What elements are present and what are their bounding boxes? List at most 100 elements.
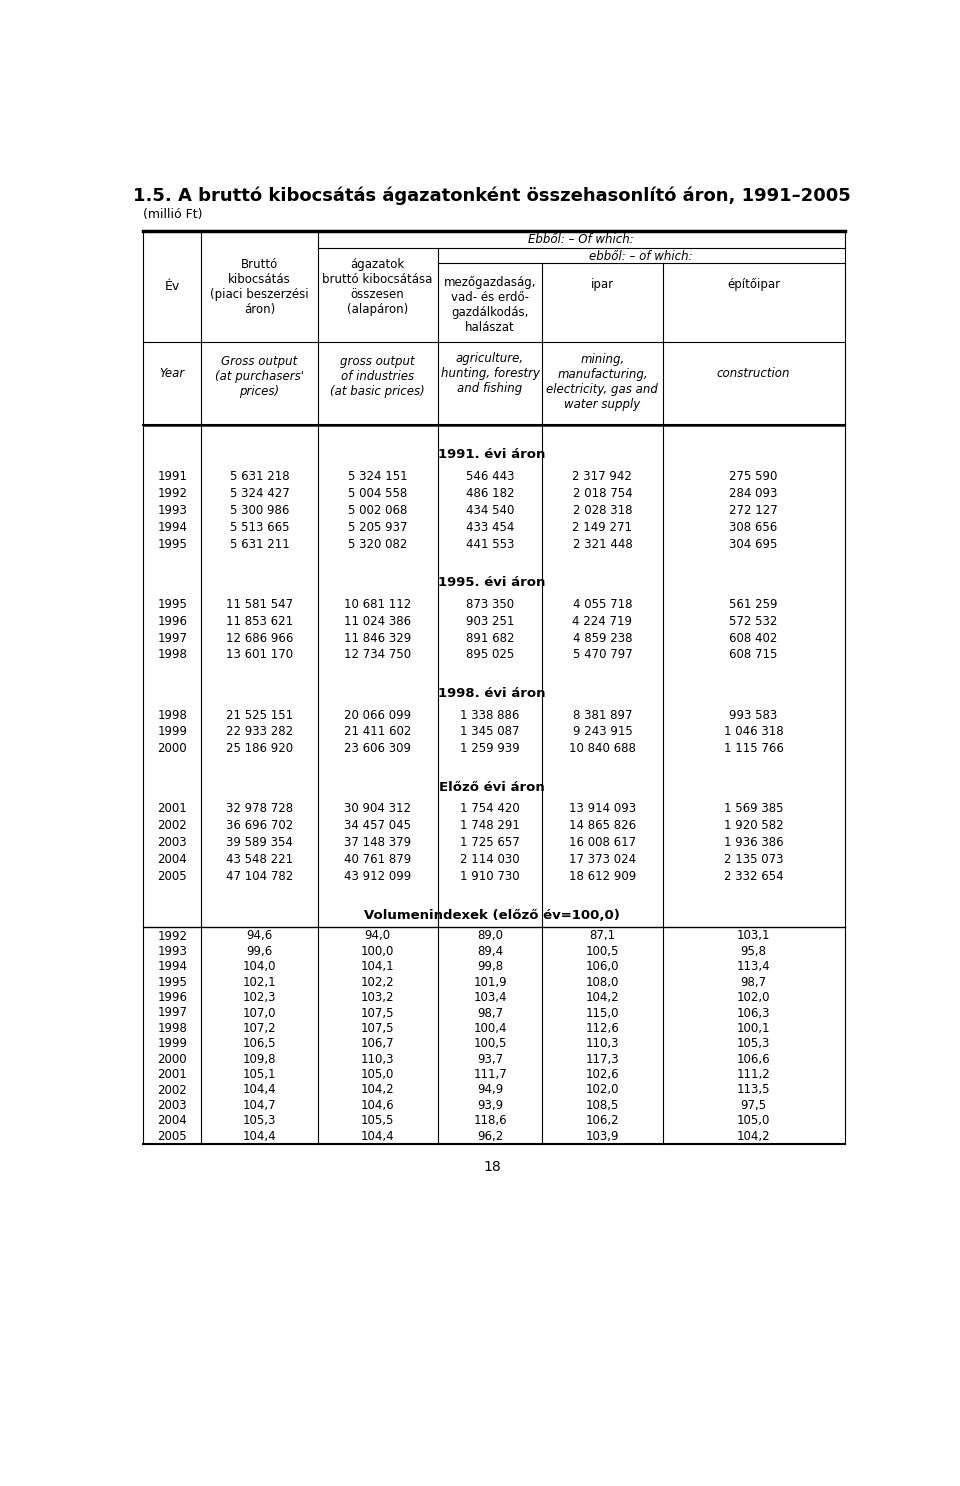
Text: 104,0: 104,0 <box>243 960 276 973</box>
Text: 608 402: 608 402 <box>730 632 778 645</box>
Text: 4 055 718: 4 055 718 <box>573 597 633 611</box>
Text: 308 656: 308 656 <box>730 520 778 533</box>
Text: 107,0: 107,0 <box>243 1006 276 1019</box>
Text: 1994: 1994 <box>157 960 187 973</box>
Text: 102,1: 102,1 <box>243 976 276 988</box>
Text: 2 317 942: 2 317 942 <box>572 470 633 483</box>
Text: 106,2: 106,2 <box>586 1114 619 1128</box>
Text: 104,1: 104,1 <box>361 960 395 973</box>
Text: 16 008 617: 16 008 617 <box>569 837 636 850</box>
Text: 275 590: 275 590 <box>730 470 778 483</box>
Text: 1995: 1995 <box>157 976 187 988</box>
Text: 100,5: 100,5 <box>586 945 619 958</box>
Text: 89,4: 89,4 <box>477 945 503 958</box>
Text: 111,2: 111,2 <box>736 1068 771 1082</box>
Text: 107,2: 107,2 <box>243 1022 276 1034</box>
Text: 1996: 1996 <box>157 991 187 1005</box>
Text: 2 332 654: 2 332 654 <box>724 871 783 883</box>
Text: 113,5: 113,5 <box>737 1083 770 1097</box>
Text: 111,7: 111,7 <box>473 1068 507 1082</box>
Text: agriculture,
hunting, forestry
and fishing: agriculture, hunting, forestry and fishi… <box>441 352 540 395</box>
Text: 5 320 082: 5 320 082 <box>348 538 407 551</box>
Text: 272 127: 272 127 <box>730 504 778 517</box>
Text: Volumenindexek (előző év=100,0): Volumenindexek (előző év=100,0) <box>364 909 620 921</box>
Text: 100,0: 100,0 <box>361 945 395 958</box>
Text: 103,9: 103,9 <box>586 1129 619 1143</box>
Text: 12 686 966: 12 686 966 <box>226 632 293 645</box>
Text: 2 135 073: 2 135 073 <box>724 853 783 866</box>
Text: 11 581 547: 11 581 547 <box>226 597 293 611</box>
Text: Bruttó
kibocsátás
(piaci beszerzési
áron): Bruttó kibocsátás (piaci beszerzési áron… <box>210 259 309 317</box>
Text: 1991. évi áron: 1991. évi áron <box>439 449 545 461</box>
Text: 5 631 218: 5 631 218 <box>229 470 289 483</box>
Text: 2 114 030: 2 114 030 <box>460 853 520 866</box>
Text: 106,6: 106,6 <box>736 1052 770 1065</box>
Text: 1992: 1992 <box>157 930 187 942</box>
Text: construction: construction <box>717 367 790 379</box>
Text: 10 840 688: 10 840 688 <box>569 743 636 755</box>
Text: 43 912 099: 43 912 099 <box>344 871 411 883</box>
Text: 40 761 879: 40 761 879 <box>344 853 411 866</box>
Text: 2000: 2000 <box>157 743 187 755</box>
Text: 561 259: 561 259 <box>730 597 778 611</box>
Text: 93,9: 93,9 <box>477 1100 503 1112</box>
Text: 104,4: 104,4 <box>243 1129 276 1143</box>
Text: 110,3: 110,3 <box>586 1037 619 1051</box>
Text: 105,3: 105,3 <box>737 1037 770 1051</box>
Text: 87,1: 87,1 <box>589 930 615 942</box>
Text: 1.5. A bruttó kibocsátás ágazatonként összehasonlító áron, 1991–2005: 1.5. A bruttó kibocsátás ágazatonként ös… <box>133 186 851 205</box>
Text: 112,6: 112,6 <box>586 1022 619 1034</box>
Text: 5 631 211: 5 631 211 <box>229 538 289 551</box>
Text: 115,0: 115,0 <box>586 1006 619 1019</box>
Text: mining,
manufacturing,
electricity, gas and
water supply: mining, manufacturing, electricity, gas … <box>546 354 659 412</box>
Text: 5 002 068: 5 002 068 <box>348 504 407 517</box>
Text: 608 715: 608 715 <box>730 648 778 661</box>
Text: ebből: – of which:: ebből: – of which: <box>589 250 693 263</box>
Text: 106,3: 106,3 <box>737 1006 770 1019</box>
Text: Ebből: – Of which:: Ebből: – Of which: <box>528 233 634 247</box>
Text: 1 936 386: 1 936 386 <box>724 837 783 850</box>
Text: 106,7: 106,7 <box>361 1037 395 1051</box>
Text: 93,7: 93,7 <box>477 1052 503 1065</box>
Text: mezőgazdaság,
vad- és erdő-
gazdálkodás,
halászat: mezőgazdaság, vad- és erdő- gazdálkodás,… <box>444 276 537 334</box>
Text: 5 205 937: 5 205 937 <box>348 520 407 533</box>
Text: 103,4: 103,4 <box>473 991 507 1005</box>
Text: 13 914 093: 13 914 093 <box>569 802 636 816</box>
Text: 102,0: 102,0 <box>737 991 770 1005</box>
Text: 2 028 318: 2 028 318 <box>573 504 633 517</box>
Text: 94,9: 94,9 <box>477 1083 503 1097</box>
Text: 1998: 1998 <box>157 709 187 722</box>
Text: Év: Év <box>165 281 180 293</box>
Text: 11 846 329: 11 846 329 <box>344 632 411 645</box>
Text: építőipar: építőipar <box>727 278 780 291</box>
Text: 23 606 309: 23 606 309 <box>345 743 411 755</box>
Text: 10 681 112: 10 681 112 <box>344 597 411 611</box>
Text: 107,5: 107,5 <box>361 1022 395 1034</box>
Text: 32 978 728: 32 978 728 <box>226 802 293 816</box>
Text: 2001: 2001 <box>157 802 187 816</box>
Text: 1998. évi áron: 1998. évi áron <box>439 687 545 700</box>
Text: 1994: 1994 <box>157 520 187 533</box>
Text: gross output
of industries
(at basic prices): gross output of industries (at basic pri… <box>330 355 425 398</box>
Text: 1996: 1996 <box>157 615 187 627</box>
Text: 47 104 782: 47 104 782 <box>226 871 293 883</box>
Text: 108,0: 108,0 <box>586 976 619 988</box>
Text: (millió Ft): (millió Ft) <box>143 208 203 220</box>
Text: 99,8: 99,8 <box>477 960 503 973</box>
Text: 1 725 657: 1 725 657 <box>460 837 520 850</box>
Text: 14 865 826: 14 865 826 <box>569 819 636 832</box>
Text: 106,0: 106,0 <box>586 960 619 973</box>
Text: 1 115 766: 1 115 766 <box>724 743 783 755</box>
Text: 104,2: 104,2 <box>361 1083 395 1097</box>
Text: 36 696 702: 36 696 702 <box>226 819 293 832</box>
Text: 105,0: 105,0 <box>361 1068 395 1082</box>
Text: 104,7: 104,7 <box>243 1100 276 1112</box>
Text: 13 601 170: 13 601 170 <box>226 648 293 661</box>
Text: 100,4: 100,4 <box>473 1022 507 1034</box>
Text: 1995. évi áron: 1995. évi áron <box>439 577 545 588</box>
Text: 1 345 087: 1 345 087 <box>460 725 519 739</box>
Text: 113,4: 113,4 <box>736 960 770 973</box>
Text: 118,6: 118,6 <box>473 1114 507 1128</box>
Text: 5 004 558: 5 004 558 <box>348 487 407 499</box>
Text: 21 411 602: 21 411 602 <box>344 725 412 739</box>
